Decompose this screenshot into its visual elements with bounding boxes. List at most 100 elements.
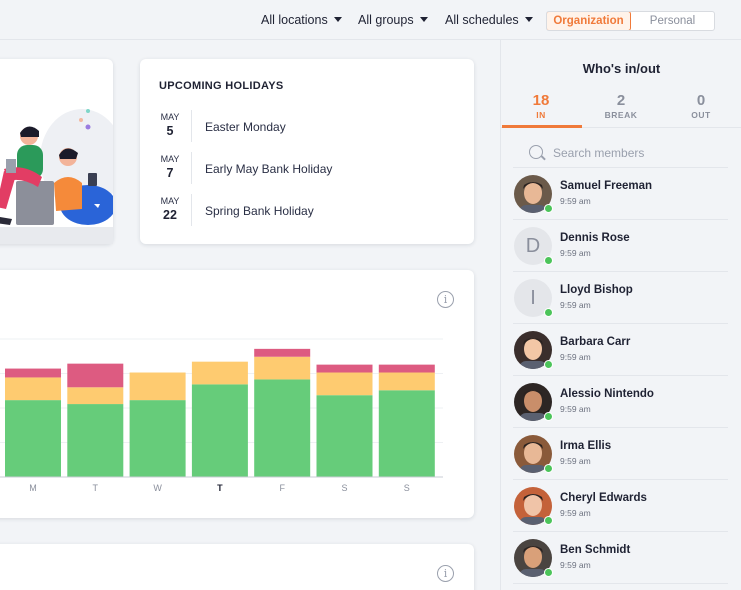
holiday-month: MAY — [160, 196, 180, 206]
bar-segment[interactable] — [5, 400, 61, 477]
member-row[interactable]: I Lloyd Bishop 9:59 am — [513, 272, 728, 324]
schedules-filter[interactable]: All schedules — [445, 13, 533, 27]
online-status-indicator — [544, 308, 553, 317]
holiday-day: 5 — [166, 124, 174, 138]
groups-filter[interactable]: All groups — [358, 13, 428, 27]
stat-label: BREAK — [604, 110, 638, 120]
bar-segment[interactable] — [254, 356, 311, 380]
online-status-indicator — [544, 568, 553, 577]
holiday-month: MAY — [160, 154, 180, 164]
member-name: Cheryl Edwards — [560, 492, 647, 504]
active-tab-underline — [502, 125, 582, 128]
bar-segment[interactable] — [191, 384, 248, 477]
member-row[interactable]: D Dennis Rose 9:59 am — [513, 220, 728, 272]
stat-break[interactable]: 2 BREAK — [581, 92, 661, 120]
bar-segment[interactable] — [191, 361, 248, 385]
member-name: Irma Ellis — [560, 440, 612, 452]
member-row[interactable]: Barbara Carr 9:59 am — [513, 324, 728, 376]
member-name: Lloyd Bishop — [560, 284, 633, 296]
search-icon — [529, 145, 543, 159]
bar-segment[interactable] — [67, 363, 124, 388]
bar-segment[interactable] — [254, 348, 311, 357]
member-name: Samuel Freeman — [560, 180, 653, 192]
member-clock-in-time: 9:59 am — [560, 196, 591, 206]
info-icon[interactable]: i — [437, 291, 454, 308]
online-status-indicator — [544, 412, 553, 421]
online-status-indicator — [544, 256, 553, 265]
whos-in-out-panel: Who's in/out 18 IN 2 BREAK 0 OUT Samuel … — [500, 40, 741, 590]
stat-count: 2 — [616, 92, 626, 109]
online-status-indicator — [544, 360, 553, 369]
member-row[interactable]: Alessio Nintendo 9:59 am — [513, 376, 728, 428]
stat-in[interactable]: 18 IN — [501, 92, 581, 120]
bar-segment[interactable] — [129, 400, 186, 477]
holiday-item: MAY 7 Early May Bank Holiday — [159, 152, 459, 184]
holiday-date: MAY 22 — [159, 196, 181, 222]
divider — [191, 110, 192, 142]
bar-segment[interactable] — [378, 372, 435, 391]
bar-segment[interactable] — [67, 404, 124, 477]
bar-segment[interactable] — [129, 372, 186, 401]
info-icon[interactable]: i — [437, 565, 454, 582]
caret-down-icon — [419, 17, 428, 22]
caret-down-icon — [333, 17, 342, 22]
bar-segment[interactable] — [378, 390, 435, 477]
bar-segment[interactable] — [254, 379, 311, 477]
x-tick-label: M — [29, 483, 37, 493]
people-working-illustration — [0, 109, 124, 244]
bar-segment[interactable] — [316, 395, 373, 477]
bar-segment[interactable] — [5, 377, 61, 401]
member-search — [527, 143, 727, 163]
top-bar: All locations All groups All schedules O… — [0, 0, 741, 40]
bar-segment[interactable] — [378, 364, 435, 373]
secondary-card: i — [0, 544, 474, 590]
member-name: Dennis Rose — [560, 232, 630, 244]
divider — [513, 167, 728, 168]
x-tick-label: T — [217, 483, 223, 493]
member-row[interactable]: Samuel Freeman 9:59 am — [513, 168, 728, 220]
holiday-date: MAY 5 — [159, 112, 181, 138]
groups-filter-label: All groups — [358, 13, 414, 27]
holiday-item: MAY 5 Easter Monday — [159, 110, 459, 142]
member-clock-in-time: 9:59 am — [560, 456, 591, 466]
stat-out[interactable]: 0 OUT — [661, 92, 741, 120]
holiday-day: 22 — [163, 208, 177, 222]
view-toggle: Organization Personal — [546, 11, 715, 31]
member-clock-in-time: 9:59 am — [560, 508, 591, 518]
locations-filter[interactable]: All locations — [261, 13, 342, 27]
stat-label: OUT — [691, 110, 711, 120]
member-row[interactable]: Irma Ellis 9:59 am — [513, 428, 728, 480]
avatar — [514, 539, 552, 577]
member-row[interactable]: Cheryl Edwards 9:59 am — [513, 480, 728, 532]
member-name: Ben Schmidt — [560, 544, 631, 556]
holidays-title: UPCOMING HOLIDAYS — [159, 80, 284, 92]
member-clock-in-time: 9:59 am — [560, 248, 591, 258]
stat-label: IN — [536, 110, 546, 120]
illustration-card — [0, 59, 124, 244]
member-clock-in-time: 9:59 am — [560, 300, 591, 310]
bar-segment[interactable] — [67, 387, 124, 405]
bar-segment[interactable] — [316, 364, 373, 373]
holiday-month: MAY — [160, 112, 180, 122]
divider — [191, 152, 192, 184]
x-tick-label: S — [404, 483, 410, 493]
holiday-name: Early May Bank Holiday — [205, 162, 333, 176]
bar-segment[interactable] — [5, 368, 61, 378]
x-tick-label: S — [341, 483, 347, 493]
holiday-item: MAY 22 Spring Bank Holiday — [159, 194, 459, 226]
personal-tab[interactable]: Personal — [649, 15, 696, 27]
caret-down-icon — [524, 17, 533, 22]
member-clock-in-time: 9:59 am — [560, 560, 591, 570]
divider — [501, 127, 741, 128]
bar-segment[interactable] — [316, 372, 373, 396]
member-name: Barbara Carr — [560, 336, 631, 348]
locations-filter-label: All locations — [261, 13, 328, 27]
holiday-name: Spring Bank Holiday — [205, 204, 314, 218]
organization-tab[interactable]: Organization — [547, 12, 631, 30]
x-tick-label: W — [153, 483, 162, 493]
member-row[interactable]: Ben Schmidt 9:59 am — [513, 532, 728, 584]
avatar — [514, 435, 552, 473]
search-input[interactable] — [553, 143, 723, 163]
panel-title: Who's in/out — [582, 61, 661, 76]
